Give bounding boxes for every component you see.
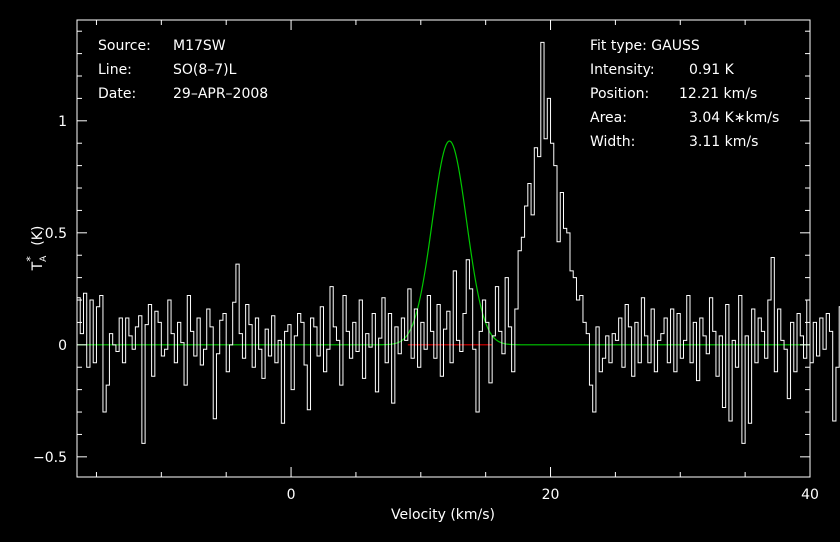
fit-intensity-label: Intensity: <box>590 62 655 78</box>
info-source-value: M17SW <box>173 38 226 54</box>
fit-area-label: Area: <box>590 110 627 126</box>
y-tick-label: −0.5 <box>33 450 67 466</box>
tick-layer: 0 20 40 −0.5 0 0.5 1 <box>33 20 819 503</box>
y-tick-label: 1 <box>58 114 67 130</box>
fit-area-value: 3.04 K∗km/s <box>689 110 779 126</box>
info-line-value: SO(8–7)L <box>173 62 237 78</box>
info-date-label: Date: <box>98 86 136 102</box>
info-right: Fit type: GAUSS Intensity: 0.91 K Positi… <box>590 38 779 150</box>
fit-intensity-value: 0.91 K <box>689 62 735 78</box>
x-tick-label: 0 <box>287 487 296 503</box>
info-source-label: Source: <box>98 38 151 54</box>
plot-layer <box>77 41 840 444</box>
y-tick-label: 0.5 <box>45 226 67 242</box>
x-tick-label: 40 <box>801 487 819 503</box>
plot-frame <box>76 19 811 478</box>
info-line-label: Line: <box>98 62 132 78</box>
fit-type: Fit type: GAUSS <box>590 38 700 54</box>
gaussian-fit-curve <box>77 140 810 346</box>
fit-position-label: Position: <box>590 86 649 102</box>
fit-width-value: 3.11 km/s <box>689 134 758 150</box>
info-left: Source: M17SW Line: SO(8–7)L Date: 29–AP… <box>98 38 268 102</box>
spectrum-histogram <box>77 41 840 444</box>
x-axis-label: Velocity (km/s) <box>391 507 495 523</box>
fit-position-value: 12.21 km/s <box>679 86 757 102</box>
fit-width-label: Width: <box>590 134 635 150</box>
info-date-value: 29–APR–2008 <box>173 86 268 102</box>
x-tick-label: 20 <box>542 487 560 503</box>
y-tick-label: 0 <box>58 338 67 354</box>
